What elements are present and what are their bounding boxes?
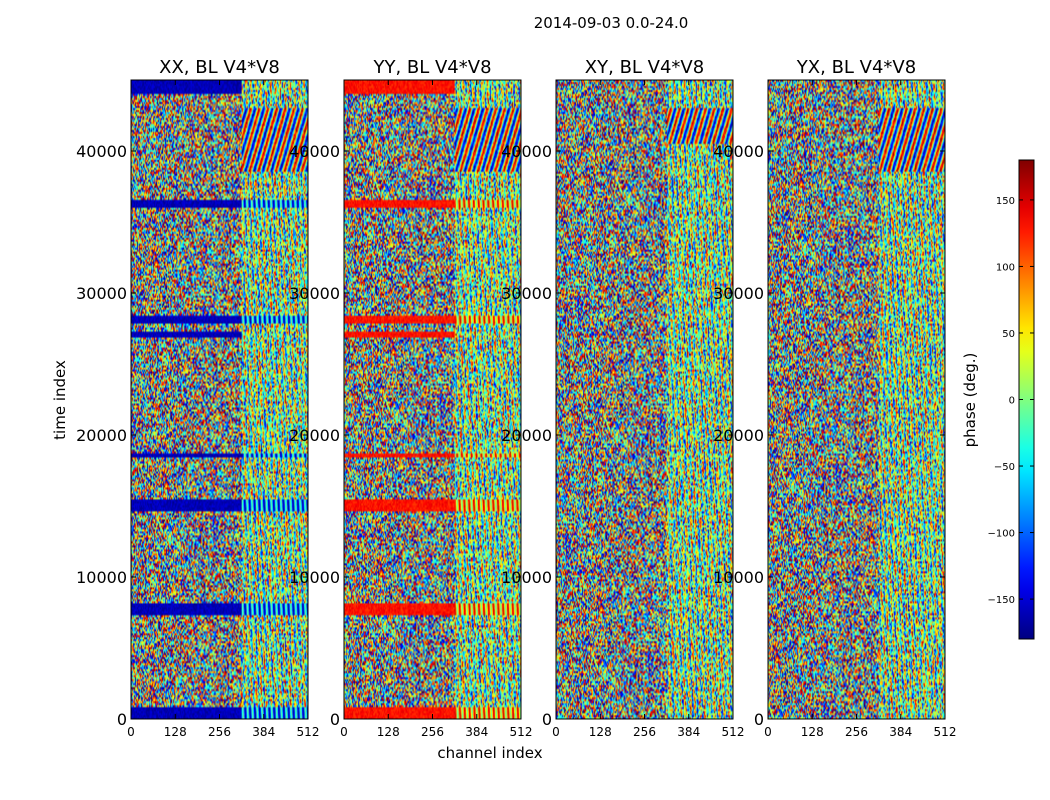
y-tick-label: 10000 xyxy=(76,568,127,587)
x-tick-label: 0 xyxy=(764,725,772,739)
panel-title: XY, BL V4*V8 xyxy=(585,57,704,78)
x-tick-label: 0 xyxy=(127,725,135,739)
panel-title: YY, BL V4*V8 xyxy=(372,57,491,78)
x-tick-label: 512 xyxy=(297,725,320,739)
x-tick-label: 0 xyxy=(340,725,348,739)
y-tick-label: 30000 xyxy=(76,284,127,303)
y-tick-label: 30000 xyxy=(713,284,764,303)
x-tick-label: 256 xyxy=(633,725,656,739)
phase-heatmap-yx xyxy=(768,80,945,719)
figure-suptitle: 2014-09-03 0.0-24.0 xyxy=(534,14,689,32)
x-tick-label: 0 xyxy=(552,725,560,739)
colorbar-tick-label: −150 xyxy=(988,595,1015,606)
y-tick-label: 0 xyxy=(117,710,127,729)
x-tick-label: 128 xyxy=(589,725,612,739)
panel-yy: YY, BL V4*V8 0 128 256 384 512 0 10000 20000 3000… xyxy=(289,57,532,739)
panel-title: XX, BL V4*V8 xyxy=(159,57,280,78)
x-tick-label: 128 xyxy=(801,725,824,739)
y-tick-label: 10000 xyxy=(289,568,340,587)
x-tick-label: 512 xyxy=(934,725,957,739)
y-tick-label: 40000 xyxy=(713,142,764,161)
x-tick-label: 128 xyxy=(377,725,400,739)
panel-xx: XX, BL V4*V8 0 128 256 384 512 0 10000 20000 3000… xyxy=(76,57,319,739)
phase-heatmap-yy xyxy=(344,80,521,719)
colorbar-label: phase (deg.) xyxy=(961,353,979,448)
x-axis-label: channel index xyxy=(437,744,542,762)
y-tick-label: 0 xyxy=(542,710,552,729)
y-tick-label: 20000 xyxy=(289,426,340,445)
y-tick-label: 10000 xyxy=(713,568,764,587)
x-tick-label: 128 xyxy=(164,725,187,739)
colorbar: −150 −100 −50 0 50 100 150 phase (deg.) xyxy=(961,159,1035,640)
colorbar-tick-label: 50 xyxy=(1002,329,1015,340)
y-tick-label: 20000 xyxy=(76,426,127,445)
x-tick-label: 256 xyxy=(845,725,868,739)
colorbar-tick-label: 150 xyxy=(996,196,1015,207)
colorbar-tick-label: 100 xyxy=(996,262,1015,273)
y-axis-label: time index xyxy=(51,360,69,440)
y-tick-label: 20000 xyxy=(501,426,552,445)
y-tick-label: 0 xyxy=(754,710,764,729)
x-tick-label: 512 xyxy=(722,725,745,739)
y-tick-label: 40000 xyxy=(289,142,340,161)
x-tick-label: 384 xyxy=(889,725,912,739)
phase-heatmap-xx xyxy=(131,80,308,719)
x-tick-label: 384 xyxy=(465,725,488,739)
y-tick-label: 40000 xyxy=(501,142,552,161)
panel-group: XX, BL V4*V8 0 128 256 384 512 0 10000 20000 3000… xyxy=(76,57,956,739)
x-tick-label: 384 xyxy=(252,725,275,739)
panel-xy: XY, BL V4*V8 0 128 256 384 512 0 10000 20000 3000… xyxy=(501,57,744,739)
colorbar-tick-label: −50 xyxy=(994,462,1015,473)
y-tick-label: 30000 xyxy=(501,284,552,303)
colorbar-tick-label: 0 xyxy=(1009,396,1015,407)
x-tick-label: 512 xyxy=(510,725,533,739)
colorbar-tick-label: −100 xyxy=(988,529,1015,540)
x-tick-label: 256 xyxy=(208,725,231,739)
y-tick-label: 30000 xyxy=(289,284,340,303)
y-tick-label: 40000 xyxy=(76,142,127,161)
panel-title: YX, BL V4*V8 xyxy=(796,57,916,78)
y-tick-label: 0 xyxy=(330,710,340,729)
x-tick-label: 256 xyxy=(421,725,444,739)
y-tick-label: 20000 xyxy=(713,426,764,445)
x-tick-label: 384 xyxy=(677,725,700,739)
phase-heatmap-xy xyxy=(556,80,733,719)
panel-yx: YX, BL V4*V8 0 128 256 384 512 0 10000 20000 3000… xyxy=(713,57,956,739)
y-tick-label: 10000 xyxy=(501,568,552,587)
